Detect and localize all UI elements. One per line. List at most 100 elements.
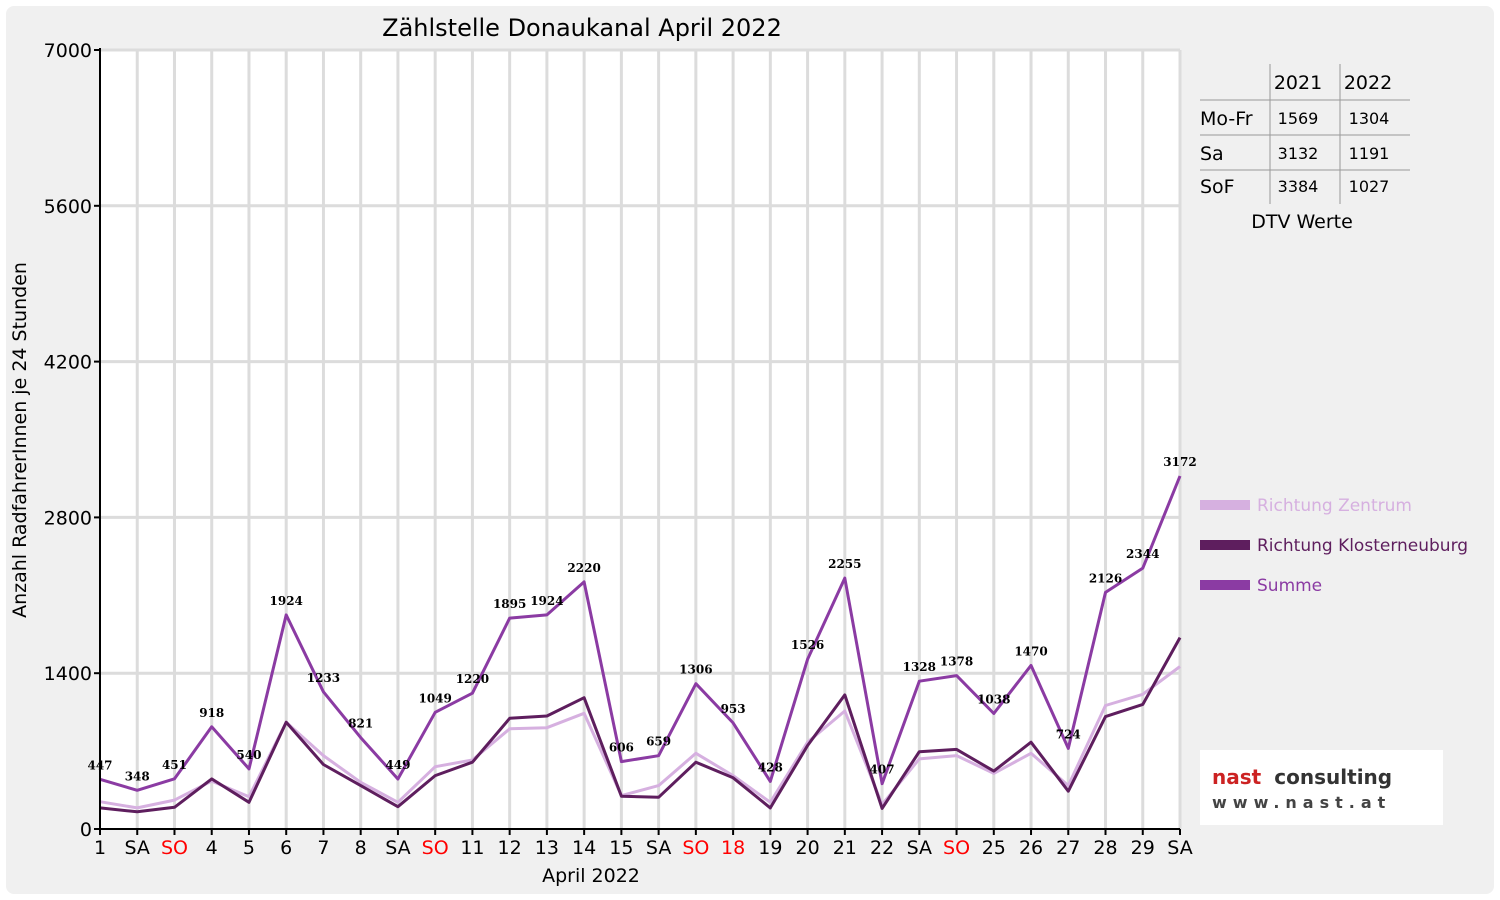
data-label: 447 bbox=[87, 758, 112, 772]
x-tick-label: 11 bbox=[460, 837, 484, 859]
data-label: 1306 bbox=[679, 663, 712, 677]
x-axis-label: April 2022 bbox=[542, 865, 640, 887]
data-label: 348 bbox=[125, 769, 150, 783]
y-axis-label: Anzahl RadfahrerInnen je 24 Stunden bbox=[9, 262, 31, 618]
logo-background bbox=[1200, 750, 1443, 825]
data-label: 1470 bbox=[1014, 644, 1047, 658]
data-label: 724 bbox=[1056, 727, 1081, 741]
x-tick-label: 28 bbox=[1093, 837, 1117, 859]
y-tick-labels: 0 1400 2800 4200 5600 7000 bbox=[44, 40, 100, 841]
y-tick-label: 0 bbox=[80, 819, 92, 841]
x-tick-label: 21 bbox=[833, 837, 857, 859]
series-line-2 bbox=[99, 475, 1182, 792]
data-label: 2344 bbox=[1126, 547, 1159, 561]
x-tick-label: 8 bbox=[355, 837, 367, 859]
data-label: 428 bbox=[758, 760, 783, 774]
x-tick-label: 18 bbox=[721, 837, 745, 859]
x-tick-label: SA bbox=[385, 837, 410, 859]
data-label: 1526 bbox=[791, 638, 824, 652]
x-tick-label: SA bbox=[907, 837, 932, 859]
x-tick-label: 1 bbox=[94, 837, 106, 859]
x-tick-label: 20 bbox=[795, 837, 819, 859]
x-tick-label: 7 bbox=[317, 837, 329, 859]
table-col-header: 2022 bbox=[1344, 72, 1392, 94]
grid-lines bbox=[100, 48, 1182, 829]
data-label: 1924 bbox=[530, 594, 563, 608]
company-logo: nast consulting www.nast.at bbox=[1200, 750, 1443, 825]
series-lines bbox=[99, 475, 1182, 814]
legend: Richtung Zentrum Richtung Klosterneuburg S… bbox=[1200, 496, 1468, 596]
table-row-label: SoF bbox=[1200, 176, 1235, 198]
data-label: 3172 bbox=[1163, 455, 1196, 469]
data-label: 1233 bbox=[307, 671, 340, 685]
legend-label: Richtung Zentrum bbox=[1257, 496, 1412, 516]
x-tick-label: 29 bbox=[1131, 837, 1155, 859]
legend-swatch bbox=[1200, 580, 1250, 590]
data-label: 451 bbox=[162, 758, 187, 772]
table-cell: 1027 bbox=[1349, 177, 1390, 196]
data-label: 1038 bbox=[977, 692, 1010, 706]
data-label: 1220 bbox=[456, 672, 489, 686]
table-cell: 1191 bbox=[1349, 144, 1390, 163]
data-label: 659 bbox=[646, 735, 671, 749]
y-tick-label: 1400 bbox=[44, 663, 92, 685]
y-tick-label: 2800 bbox=[44, 507, 92, 529]
data-labels: 447 348 451 918 540 1924 1233 821 449 1049 1220 189… bbox=[87, 455, 1196, 783]
x-tick-label: SO bbox=[682, 837, 709, 859]
x-tick-label: 14 bbox=[572, 837, 596, 859]
chart-title: Zählstelle Donaukanal April 2022 bbox=[382, 14, 782, 42]
data-label: 2220 bbox=[567, 561, 600, 575]
table-row-label: Mo-Fr bbox=[1200, 108, 1253, 130]
x-tick-label: 25 bbox=[982, 837, 1006, 859]
x-tick-label: 12 bbox=[498, 837, 522, 859]
logo-word-consulting: consulting bbox=[1274, 765, 1392, 789]
table-cell: 1304 bbox=[1349, 109, 1390, 128]
logo-word-nast: nast bbox=[1212, 765, 1262, 789]
x-tick-label: SA bbox=[125, 837, 150, 859]
x-tick-label: 22 bbox=[870, 837, 894, 859]
series-line-1 bbox=[99, 636, 1182, 814]
data-label: 953 bbox=[721, 702, 746, 716]
x-tick-label: 4 bbox=[206, 837, 218, 859]
data-label: 449 bbox=[385, 758, 410, 772]
x-tick-label: SA bbox=[646, 837, 671, 859]
logo-wordmark: nast consulting bbox=[1212, 765, 1392, 789]
data-label: 918 bbox=[199, 706, 224, 720]
table-row-label: Sa bbox=[1200, 143, 1224, 165]
data-label: 821 bbox=[348, 717, 373, 731]
data-label: 606 bbox=[609, 741, 634, 755]
data-label: 540 bbox=[236, 748, 261, 762]
legend-swatch bbox=[1200, 500, 1250, 510]
data-label: 407 bbox=[870, 763, 895, 777]
x-tick-label: 26 bbox=[1019, 837, 1043, 859]
x-tick-label: SA bbox=[1167, 837, 1192, 859]
x-tick-label: 27 bbox=[1056, 837, 1080, 859]
data-label: 1328 bbox=[903, 660, 936, 674]
data-label: 1049 bbox=[418, 691, 451, 705]
table-cell: 3132 bbox=[1278, 144, 1319, 163]
table-cell: 1569 bbox=[1278, 109, 1319, 128]
data-label: 1895 bbox=[493, 597, 526, 611]
x-tick-label: 5 bbox=[243, 837, 255, 859]
legend-label: Richtung Klosterneuburg bbox=[1257, 536, 1468, 556]
table-caption: DTV Werte bbox=[1251, 211, 1353, 233]
plot-area bbox=[100, 50, 1180, 829]
x-tick-labels: 1 SA SO 4 5 6 7 8 SA SO 11 12 13 14 15 SA SO 18 19 20 21 22 SA… bbox=[94, 829, 1193, 859]
x-tick-label: SO bbox=[422, 837, 449, 859]
data-label: 2126 bbox=[1089, 571, 1122, 585]
data-label: 2255 bbox=[828, 557, 861, 571]
y-tick-label: 4200 bbox=[44, 352, 92, 374]
x-tick-label: 19 bbox=[758, 837, 782, 859]
y-tick-label: 7000 bbox=[44, 40, 92, 62]
legend-label: Summe bbox=[1257, 576, 1322, 596]
x-tick-label: SO bbox=[161, 837, 188, 859]
data-label: 1924 bbox=[270, 594, 303, 608]
data-label: 1378 bbox=[940, 655, 973, 669]
logo-url: www.nast.at bbox=[1212, 793, 1391, 812]
table-cell: 3384 bbox=[1278, 177, 1319, 196]
table-col-header: 2021 bbox=[1274, 72, 1322, 94]
axes bbox=[95, 48, 1180, 834]
x-tick-label: 15 bbox=[609, 837, 633, 859]
x-tick-label: 6 bbox=[280, 837, 292, 859]
